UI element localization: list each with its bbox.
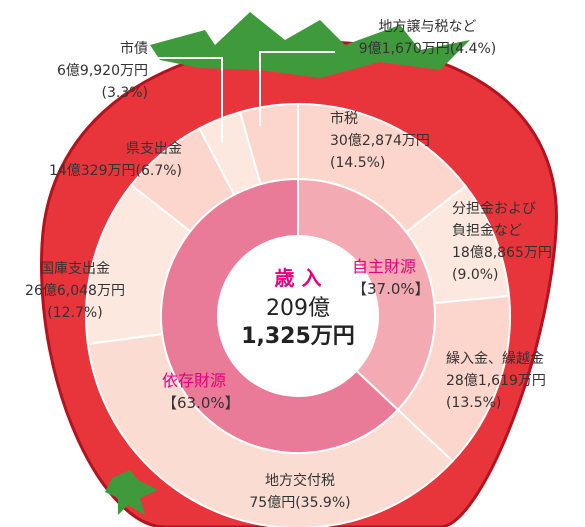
leader-line <box>259 51 335 126</box>
percent-label: (4.4%) <box>449 41 497 57</box>
amount-label: 26億6,048万円 <box>25 283 125 299</box>
amount-label: 18億8,865万円 <box>452 245 552 261</box>
center-hole <box>218 236 378 396</box>
segment-label: 繰入金、繰越金 28億1,619万円 (13.5%) <box>446 348 581 414</box>
center-title: 歳 入 <box>274 266 322 290</box>
category-label: 依存財源 <box>162 371 227 390</box>
percent-label: 【37.0%】 <box>352 280 430 298</box>
amount-label: 28億1,619万円 <box>446 373 546 389</box>
center-total: 1,325万円 <box>241 324 355 349</box>
amount-label: 14億329万円 <box>48 163 136 179</box>
segment-label: 地方交付税 75億円(35.9%) <box>220 470 380 514</box>
category-label: 市債 <box>120 41 148 57</box>
leaves <box>150 12 470 78</box>
segment-label: 国庫支出金 26億6,048万円 (12.7%) <box>0 258 150 324</box>
percent-label: (9.0%) <box>452 267 499 283</box>
amount-label: 75億円 <box>249 495 296 511</box>
segment-label: 分担金および負担金など 18億8,865万円 (9.0%) <box>452 198 577 286</box>
category-label: 自主財源 <box>352 257 417 276</box>
percent-label: 【63.0%】 <box>162 394 240 412</box>
amount-label: 6億9,920万円 <box>57 63 148 79</box>
amount-label: 30億2,874万円 <box>330 133 430 149</box>
percent-label: (3.3%) <box>101 85 149 101</box>
amount-label: 9億1,670万円 <box>358 41 450 57</box>
percent-label: (12.7%) <box>47 305 103 321</box>
category-label: 市税 <box>330 111 358 127</box>
category-label: 分担金および負担金など <box>452 201 536 239</box>
center-total: 209億 <box>266 296 330 321</box>
segment-label: 県支出金 14億329万円(6.7%) <box>0 138 182 182</box>
segment-label: 自主財源【37.0%】 <box>352 256 462 300</box>
segment-label: 市税 30億2,874万円 (14.5%) <box>330 108 480 174</box>
category-label: 地方譲与税など <box>378 19 477 35</box>
category-label: 国庫支出金 <box>40 261 110 277</box>
percent-label: (14.5%) <box>330 155 386 171</box>
percent-label: (13.5%) <box>446 395 502 411</box>
category-label: 県支出金 <box>126 141 182 157</box>
segment-label: 依存財源【63.0%】 <box>162 370 272 414</box>
segment-label: 地方譲与税など 9億1,670万円(4.4%) <box>330 16 525 60</box>
leader-line <box>150 57 223 142</box>
category-label: 地方交付税 <box>265 473 335 489</box>
percent-label: (35.9%) <box>295 495 351 511</box>
leaf <box>105 470 158 515</box>
segment-label: 市債 6億9,920万円 (3.3%) <box>0 38 148 104</box>
category-label: 繰入金、繰越金 <box>446 351 544 367</box>
percent-label: (6.7%) <box>135 163 183 179</box>
